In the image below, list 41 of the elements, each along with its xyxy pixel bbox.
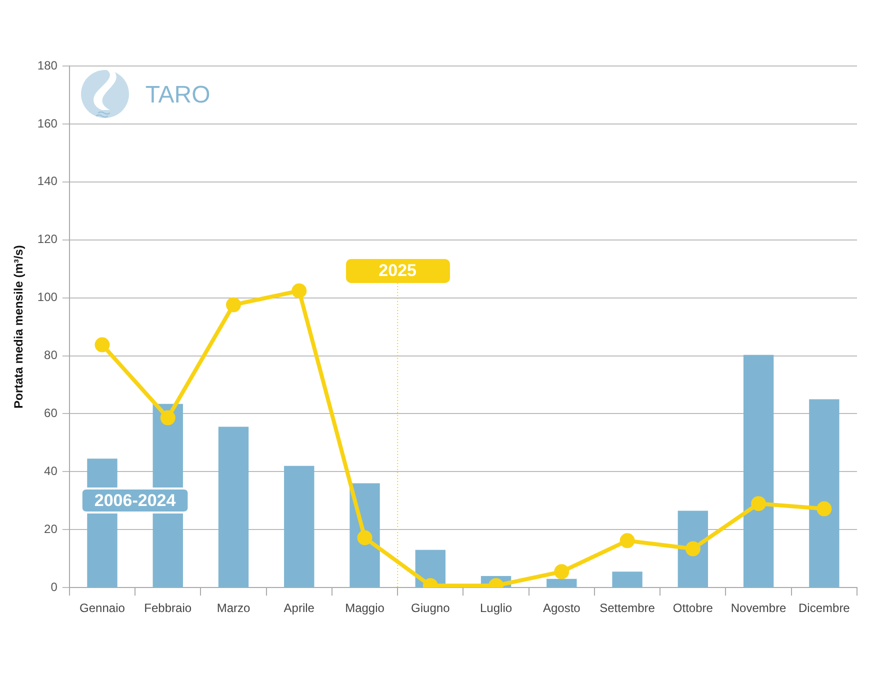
- series-label: 2006-2024: [94, 491, 176, 510]
- x-tick-label: Febbraio: [144, 601, 192, 616]
- point: [620, 533, 635, 548]
- y-axis-title: Portata media mensile (m³/s): [12, 245, 26, 408]
- bar: [284, 466, 314, 588]
- y-tick-label: 120: [37, 232, 58, 246]
- bar: [809, 399, 840, 588]
- x-tick-label: Aprile: [284, 601, 315, 616]
- y-tick-label: 140: [37, 174, 58, 188]
- bar: [218, 426, 249, 588]
- x-tick-label: Giugno: [411, 601, 450, 616]
- bar: [743, 354, 774, 588]
- point: [816, 501, 832, 516]
- x-tick-label: Settembre: [600, 601, 656, 616]
- x-tick-label: Novembre: [730, 601, 787, 616]
- point: [160, 410, 176, 426]
- y-tick-label: 20: [44, 522, 58, 536]
- point: [357, 530, 372, 546]
- y-tick-label: 160: [37, 116, 58, 130]
- y-tick-label: 60: [44, 406, 58, 420]
- point: [94, 337, 110, 352]
- x-tick-label: Ottobre: [672, 601, 714, 616]
- y-tick-label: 80: [44, 348, 58, 362]
- x-tick-label: Dicembre: [798, 601, 850, 616]
- point: [685, 541, 700, 556]
- x-tick-label: Maggio: [345, 601, 385, 616]
- bar: [612, 572, 642, 588]
- y-tick-label: 40: [44, 464, 58, 478]
- y-tick-label: 180: [37, 58, 58, 72]
- point: [226, 297, 241, 312]
- point: [292, 283, 307, 298]
- x-tick-label: Luglio: [480, 601, 512, 616]
- x-tick-label: Marzo: [216, 601, 250, 616]
- point: [554, 564, 570, 580]
- y-tick-label: 100: [37, 290, 58, 304]
- x-tick-label: Gennaio: [80, 601, 126, 616]
- text: TARO: [145, 82, 210, 109]
- point: [751, 496, 766, 512]
- bar: [546, 578, 577, 588]
- y-tick-label: 0: [50, 580, 58, 594]
- x-tick-label: Agosto: [542, 601, 581, 616]
